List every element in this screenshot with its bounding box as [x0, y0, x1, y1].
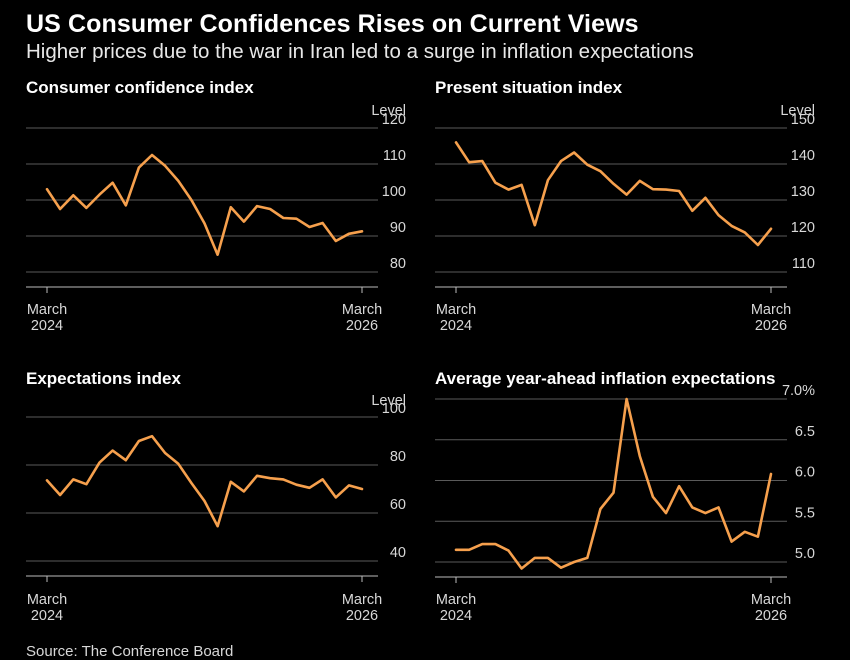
y-tick-label: 100 — [382, 401, 406, 417]
y-tick-label: 130 — [791, 184, 815, 200]
page-subtitle: Higher prices due to the war in Iran led… — [26, 40, 694, 63]
x-tick-label-month: March — [751, 592, 791, 608]
x-tick-label-month: March — [751, 302, 791, 318]
x-tick-label-year: 2024 — [440, 318, 472, 334]
y-tick-label: 100 — [382, 184, 406, 200]
x-tick-label-year: 2026 — [346, 318, 378, 334]
y-tick-label: 5.5 — [795, 505, 815, 521]
x-tick-label-year: 2026 — [755, 608, 787, 624]
y-tick-label: 40 — [390, 545, 406, 561]
y-tick-label: 80 — [390, 449, 406, 465]
y-axis-label: Level — [780, 103, 815, 119]
chart-title: Consumer confidence index — [26, 78, 254, 97]
x-tick-label-month: March — [27, 592, 67, 608]
y-tick-label: 120 — [382, 112, 406, 128]
chart-title: Average year-ahead inflation expectation… — [435, 369, 776, 388]
x-tick-label-month: March — [342, 302, 382, 318]
chart-inflation-expectations: Average year-ahead inflation expectation… — [435, 369, 825, 639]
y-tick-label: 6.0 — [795, 465, 815, 481]
y-tick-label: 6.5 — [795, 424, 815, 440]
x-tick-label-year: 2024 — [31, 608, 63, 624]
chart-consumer-confidence: Consumer confidence index Level 120 110 100… — [26, 78, 416, 348]
series-line — [454, 141, 773, 247]
series-line — [45, 153, 364, 256]
y-tick-label: 110 — [792, 256, 815, 272]
y-tick-label: 150 — [791, 112, 815, 128]
x-tick-label-year: 2026 — [755, 318, 787, 334]
y-tick-label: 140 — [791, 148, 815, 164]
x-tick-label-month: March — [27, 302, 67, 318]
y-tick-label: 60 — [390, 497, 406, 513]
x-tick-label-month: March — [436, 302, 476, 318]
series-line — [45, 434, 364, 528]
y-tick-label: 120 — [791, 220, 815, 236]
y-tick-label: 110 — [383, 148, 406, 164]
y-tick-label: 7.0% — [782, 383, 815, 399]
y-axis-label: Level — [371, 103, 406, 119]
x-tick-label-month: March — [342, 592, 382, 608]
chart-title: Present situation index — [435, 78, 623, 97]
chart-title: Expectations index — [26, 369, 181, 388]
y-tick-label: 80 — [390, 256, 406, 272]
series-line — [454, 397, 773, 570]
source-note: Source: The Conference Board — [26, 643, 234, 660]
y-tick-label: 5.0 — [795, 546, 815, 562]
y-tick-label: 90 — [390, 220, 406, 236]
chart-expectations: Expectations index Level 100 80 60 40 March 20… — [26, 369, 416, 639]
x-tick-label-year: 2026 — [346, 608, 378, 624]
page-title: US Consumer Confidences Rises on Current… — [26, 10, 639, 38]
x-tick-label-year: 2024 — [31, 318, 63, 334]
x-tick-label-year: 2024 — [440, 608, 472, 624]
x-tick-label-month: March — [436, 592, 476, 608]
chart-present-situation: Present situation index Level 150 140 130 12… — [435, 78, 825, 348]
y-axis-label: Level — [371, 393, 406, 409]
